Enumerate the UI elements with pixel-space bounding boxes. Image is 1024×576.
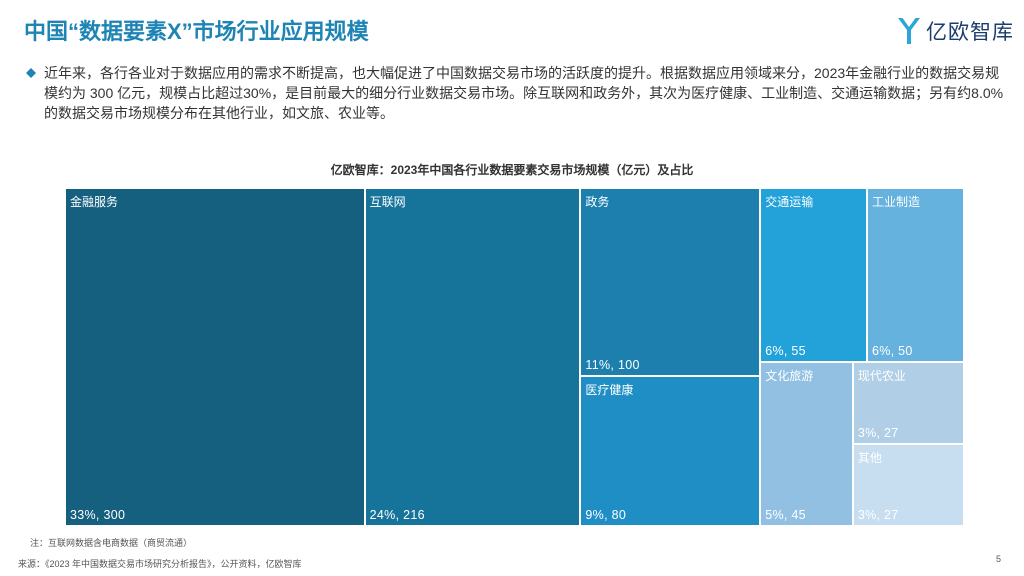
tile-category-label: 其他 (857, 450, 882, 465)
tile-value-label: 3%, 27 (857, 425, 899, 440)
tile-value-label: 5%, 45 (765, 507, 806, 522)
tile-category-label: 互联网 (369, 195, 406, 209)
tile-value-label: 6%, 50 (871, 343, 913, 358)
treemap-tile: 政务 11%, 100 (580, 188, 761, 376)
logo-y-icon (898, 18, 920, 44)
treemap-tile: 互联网 24%, 216 (364, 188, 581, 526)
brand-logo: 亿欧智库 (896, 16, 1014, 46)
treemap-tile: 其他 3%, 27 (852, 443, 964, 526)
chart-title: 亿欧智库：2023年中国各行业数据要素交易市场规模（亿元）及占比 (330, 163, 694, 177)
treemap-tile: 工业制造 6%, 50 (866, 188, 964, 362)
logo-text: 亿欧智库 (926, 21, 1014, 44)
tile-category-label: 现代农业 (857, 368, 906, 383)
treemap-tile: 现代农业 3%, 27 (852, 361, 964, 444)
tile-value-label: 11%, 100 (585, 357, 640, 372)
tile-category-label: 金融服务 (70, 195, 119, 209)
source-text: 来源：《2023 年中国数据交易市场研究分析报告》，公开资料，亿欧智库 (18, 559, 302, 569)
tile-category-label: 文化旅游 (765, 368, 814, 383)
summary-text: 近年来，各行各业对于数据应用的需求不断提高，也大幅促进了中国数据交易市场的活跃度… (44, 65, 1004, 121)
diamond-bullet-icon (26, 68, 36, 78)
treemap-tile: 文化旅游 5%, 45 (760, 361, 853, 526)
tile-category-label: 政务 (585, 195, 610, 209)
treemap-tile: 金融服务 33%, 300 (65, 188, 365, 526)
treemap-tile: 医疗健康 9%, 80 (580, 375, 761, 526)
page-number: 5 (996, 554, 1002, 564)
tile-value-label: 6%, 55 (765, 343, 806, 358)
tile-value-label: 9%, 80 (585, 507, 627, 522)
page-title: 中国“数据要素X”市场行业应用规模 (24, 19, 369, 44)
treemap-tile: 交通运输 6%, 55 (760, 188, 867, 362)
tile-category-label: 交通运输 (765, 195, 814, 209)
tile-value-label: 3%, 27 (857, 507, 899, 522)
tile-category-label: 工业制造 (871, 195, 920, 209)
tile-category-label: 医疗健康 (585, 382, 634, 397)
tile-value-label: 33%, 300 (70, 508, 126, 522)
summary-paragraph: 近年来，各行各业对于数据应用的需求不断提高，也大幅促进了中国数据交易市场的活跃度… (26, 63, 1006, 123)
tile-value-label: 24%, 216 (369, 508, 425, 522)
footnote: 注：互联网数据含电商数据（商贸流通） (30, 538, 193, 548)
